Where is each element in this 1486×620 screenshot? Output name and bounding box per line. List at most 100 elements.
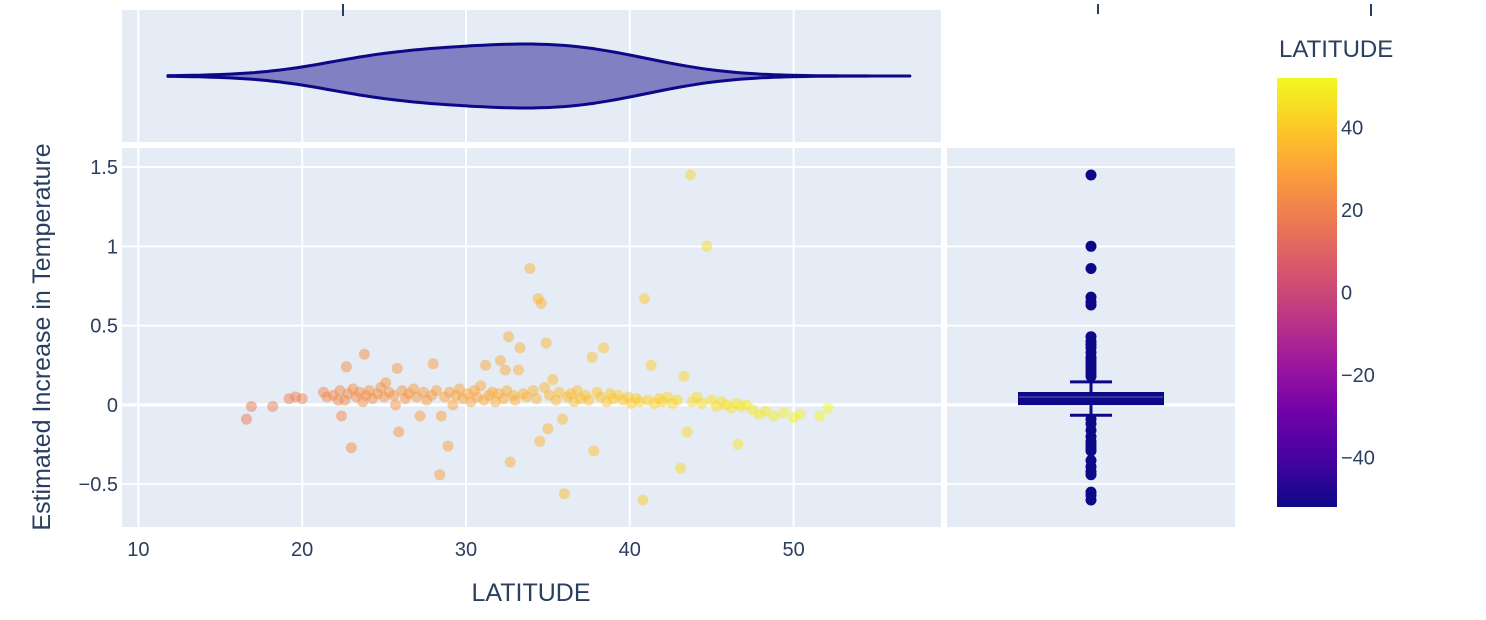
scatter-point-73 [514, 342, 526, 354]
box-outlier-2 [1085, 263, 1097, 274]
scatter-point-29 [388, 389, 400, 401]
y-axis-title: Estimated Increase in Temperature [28, 143, 56, 530]
scatter-point-121 [671, 394, 683, 406]
x-tick-label-50: 50 [782, 539, 804, 561]
violin-shape [166, 42, 912, 110]
colorbar-tick-label-3: −20 [1341, 365, 1375, 387]
scatter-points [241, 169, 834, 506]
y-tick-label-0: −0.5 [79, 474, 118, 496]
marginal-y-boxplot [1018, 169, 1164, 506]
scatter-point-84 [542, 423, 554, 435]
scatter-point-86 [547, 374, 559, 385]
scatter-point-57 [475, 380, 487, 392]
x-axis-tick-labels: 10 20 30 40 50 [127, 539, 804, 561]
colorbar-tick-label-4: −40 [1341, 448, 1375, 470]
scatter-point-82 [539, 382, 551, 393]
box-outlier-32 [1085, 494, 1097, 506]
scatter-point-38 [414, 410, 426, 422]
scatter-point-43 [431, 385, 442, 397]
scatter-point-59 [480, 359, 492, 371]
scatter-point-27 [380, 377, 392, 389]
marginal-x-violin [166, 42, 912, 110]
colorbar: LATITUDE 40 20 0 −20 −40 [1277, 36, 1393, 507]
x-tick-label-20: 20 [291, 539, 313, 561]
scatter-point-11 [336, 410, 347, 422]
marginal-x-tick-marks [342, 4, 1372, 16]
gridlines [122, 10, 1235, 527]
scatter-point-80 [534, 435, 546, 447]
scatter-point-111 [634, 396, 646, 408]
scatter-point-72 [512, 364, 524, 376]
scatter-point-115 [645, 359, 657, 371]
y-tick-label-2: 0.5 [90, 316, 118, 338]
y-tick-label-4: 1.5 [90, 157, 118, 179]
scatter-point-98 [586, 351, 598, 363]
scatter-point-89 [557, 413, 569, 425]
box-outlier-0 [1085, 169, 1097, 181]
scatter-point-5 [296, 393, 308, 405]
y-axis-tick-labels: −0.5 0 0.5 1 1.5 [79, 157, 118, 496]
box-outlier-29 [1085, 469, 1097, 481]
scatter-point-68 [503, 331, 515, 343]
x-tick-label-30: 30 [455, 539, 477, 561]
scatter-point-2 [267, 401, 279, 412]
scatter-point-113 [637, 494, 649, 506]
scatter-point-97 [583, 394, 595, 406]
scatter-point-20 [358, 348, 370, 360]
scatter-point-1 [245, 401, 257, 412]
scatter-point-42 [427, 358, 439, 370]
x-tick-label-40: 40 [619, 539, 641, 561]
scatter-point-99 [588, 445, 600, 457]
scatter-point-83 [540, 337, 552, 349]
scatter-point-51 [453, 383, 465, 395]
scatter-point-66 [499, 364, 511, 376]
colorbar-tick-labels: 40 20 0 −20 −40 [1341, 118, 1375, 470]
scatter-point-45 [435, 410, 447, 422]
scatter-point-44 [434, 469, 446, 481]
colorbar-tick-label-1: 20 [1341, 200, 1363, 222]
scatter-point-64 [494, 355, 506, 366]
scatter-point-141 [760, 405, 772, 417]
scatter-point-136 [732, 439, 744, 450]
colorbar-tick-label-0: 40 [1341, 118, 1363, 140]
x-axis-title: LATITUDE [472, 579, 591, 607]
scatter-point-69 [504, 456, 516, 468]
scatter-point-102 [598, 342, 610, 354]
scatter-point-142 [768, 410, 780, 422]
scatter-point-47 [442, 440, 454, 452]
y-tick-label-3: 1 [107, 236, 118, 258]
box-outlier-1 [1085, 240, 1097, 252]
scatter-point-30 [390, 399, 401, 411]
scatter-point-128 [696, 397, 708, 409]
box-outlier-25 [1085, 445, 1097, 457]
scatter-point-71 [509, 394, 521, 406]
scatter-point-49 [447, 399, 459, 411]
colorbar-title: LATITUDE [1279, 36, 1393, 63]
scatter-point-147 [822, 402, 834, 414]
scatter-point-122 [675, 462, 687, 474]
y-tick-label-1: 0 [107, 395, 118, 417]
scatter-point-0 [241, 413, 252, 425]
scatter-point-32 [393, 426, 405, 438]
box-iqr [1018, 392, 1164, 406]
box-outlier-5 [1085, 299, 1097, 311]
scatter-point-15 [345, 442, 357, 454]
scatter-point-31 [391, 362, 403, 374]
colorbar-gradient [1277, 78, 1337, 507]
scatter-point-76 [524, 263, 536, 274]
box-outlier-17 [1085, 370, 1097, 382]
scatter-point-90 [558, 488, 570, 500]
scatter-point-145 [794, 408, 806, 420]
scatter-point-124 [681, 426, 693, 438]
scatter-point-88 [553, 386, 565, 398]
colorbar-tick-label-2: 0 [1341, 283, 1352, 305]
scatter-point-78 [530, 393, 542, 405]
x-tick-label-10: 10 [127, 539, 149, 561]
scatter-point-112 [639, 293, 650, 305]
scatter-point-143 [778, 407, 790, 419]
scatter-point-129 [701, 240, 713, 252]
main-plot-area [122, 148, 941, 527]
scatter-point-81 [535, 297, 547, 309]
scatter-point-146 [814, 410, 826, 422]
